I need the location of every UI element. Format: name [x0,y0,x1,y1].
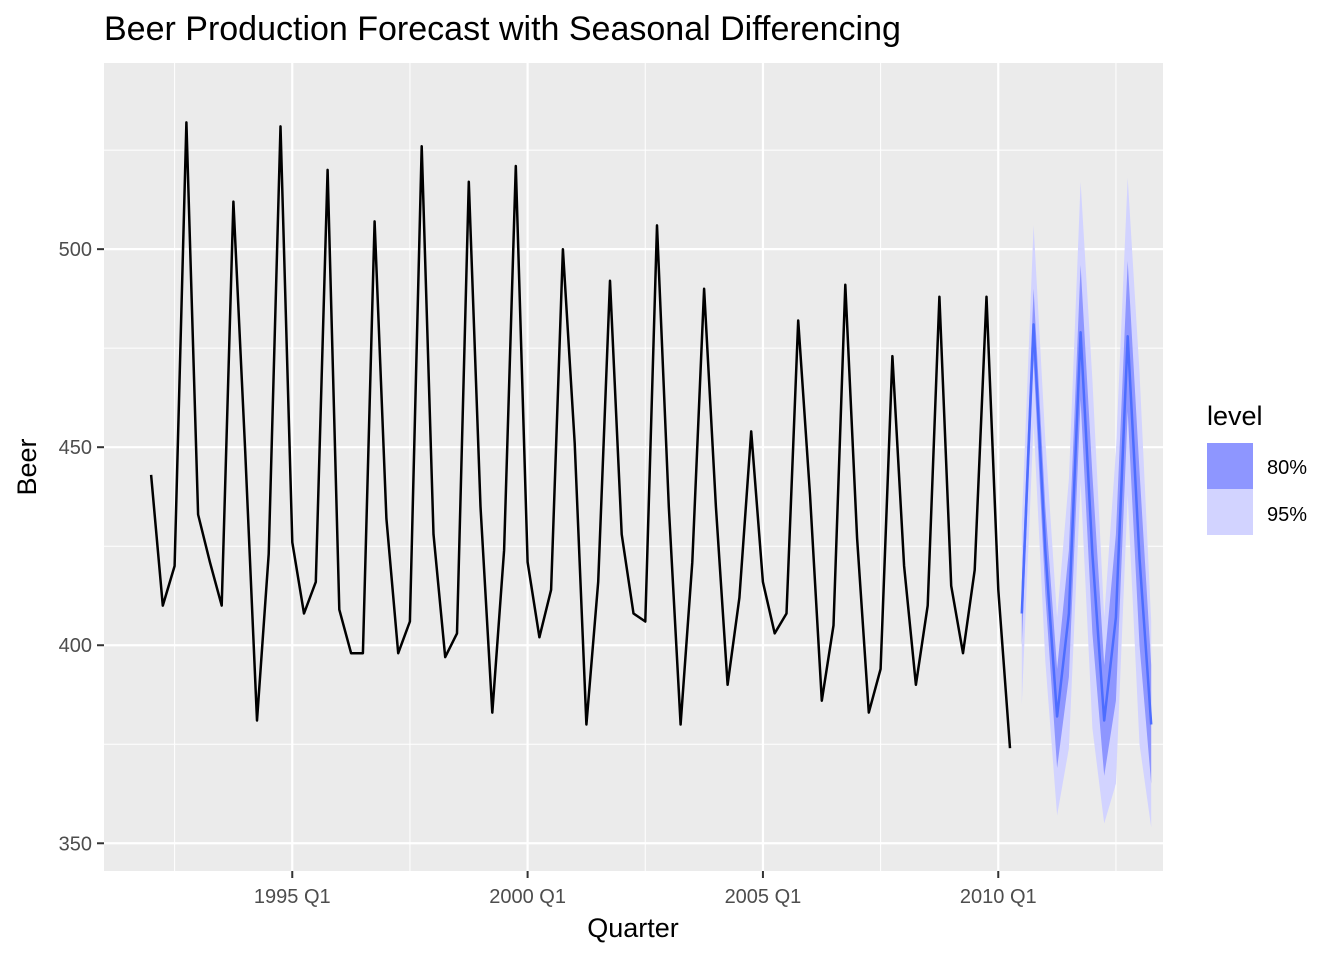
series-lines [149,121,1153,749]
y-tick-label: 350 [59,833,92,855]
legend-label-80: 80% [1267,457,1307,479]
y-tick-label: 400 [59,635,92,657]
chart-title: Beer Production Forecast with Seasonal D… [104,10,901,48]
observed-series-line [149,121,1012,749]
y-tick-label: 500 [59,239,92,261]
forecast-mean-line [1020,323,1153,725]
x-tick-label: 2000 Q1 [489,886,566,908]
interval-80-band [1021,261,1152,784]
major-grid [104,63,1163,871]
legend-title: level [1207,401,1263,431]
legend-label-95: 95% [1267,504,1307,526]
legend: level 80% 95% [1207,401,1307,535]
x-tick-label: 2010 Q1 [960,886,1037,908]
y-axis-title: Beer [12,438,42,495]
plot-panel [104,63,1163,871]
legend-key-95 [1207,489,1253,535]
y-axis: 350 400 450 500 [59,239,104,855]
x-tick-label: 1995 Q1 [254,886,331,908]
x-axis: 1995 Q1 2000 Q1 2005 Q1 2010 Q1 [254,871,1037,908]
x-axis-title: Quarter [587,913,679,943]
y-tick-label: 450 [59,437,92,459]
x-tick-label: 2005 Q1 [725,886,802,908]
legend-key-80 [1207,443,1253,489]
